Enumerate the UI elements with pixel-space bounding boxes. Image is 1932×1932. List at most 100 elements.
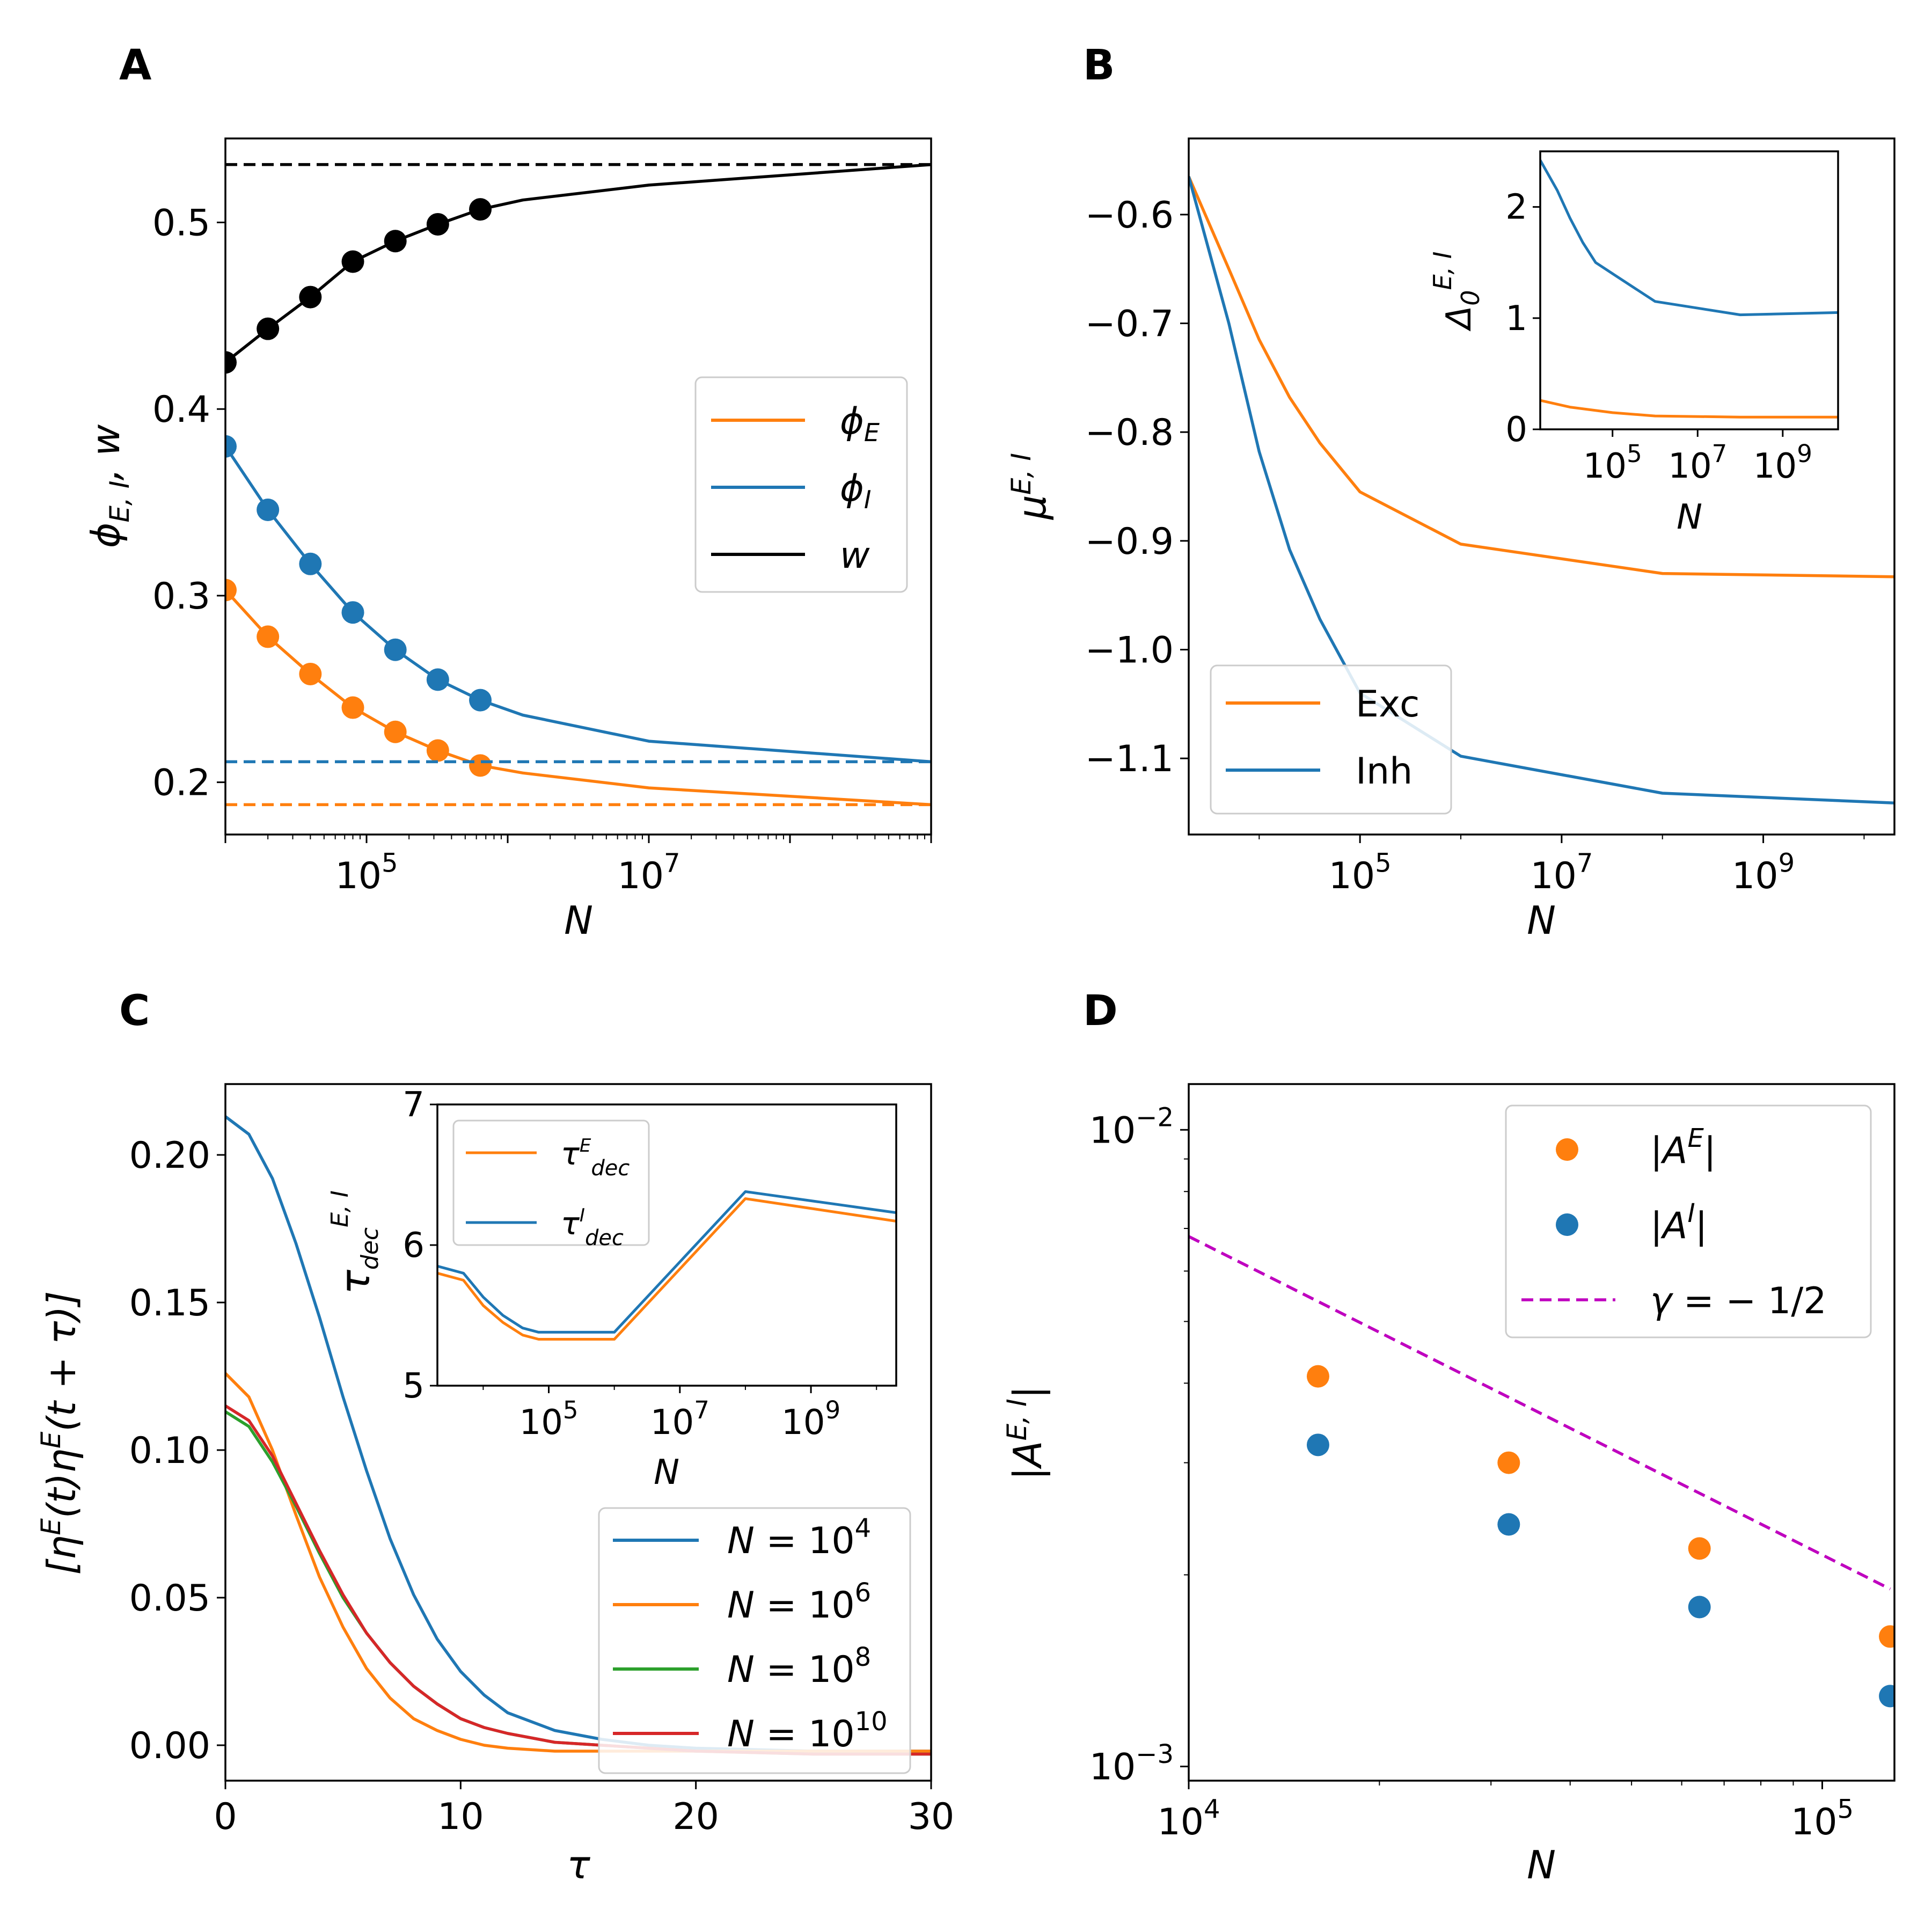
data-point (1306, 1365, 1329, 1388)
y-tick-label: 0.20 (129, 1135, 210, 1177)
data-point (384, 638, 407, 661)
x-tick-label: 105 (335, 848, 398, 897)
data-point (257, 317, 280, 340)
y-tick-label: 0.05 (129, 1577, 210, 1620)
data-point (257, 498, 280, 521)
y-tick-label: 0.5 (152, 202, 210, 244)
x-axis-label: N (1527, 1842, 1556, 1887)
x-tick-label: 105 (1329, 848, 1392, 897)
x-tick-label: 20 (672, 1796, 719, 1838)
legend-label: Exc (1356, 683, 1419, 726)
panel-label: D (1083, 987, 1118, 1035)
x-axis-label: N (564, 898, 593, 943)
y-tick-label: 0.4 (152, 389, 210, 431)
y-tick-label: 10−3 (1089, 1739, 1174, 1789)
inset-y-tick-label: 5 (402, 1366, 425, 1406)
y-axis-label: μE, I (1006, 453, 1055, 520)
x-axis-label: N (1527, 898, 1556, 943)
legend: |AE| |AI| γ = − 1/2 (1505, 1104, 1872, 1338)
reference-line (1189, 1235, 1891, 1591)
x-tick-label: 109 (1732, 848, 1795, 897)
x-tick-label: 107 (617, 848, 680, 897)
y-axis-label: |AE, I| (1001, 1386, 1051, 1480)
data-point (225, 579, 237, 602)
x-tick-label: 0 (214, 1796, 237, 1838)
inset-background (1540, 151, 1838, 429)
inset: 105 107 109 0 1 2 N Δ0E, I (1428, 150, 1839, 537)
series-line (225, 163, 931, 364)
axes-frame (1188, 1083, 1896, 1782)
inset-x-tick-label: 109 (781, 1396, 840, 1443)
legend-label: N = 104 (727, 1513, 871, 1562)
inset-frame (436, 1103, 897, 1387)
data-point (341, 250, 364, 273)
data-point (1497, 1451, 1520, 1474)
legend-marker (1556, 1213, 1578, 1236)
legend-box (1505, 1104, 1872, 1338)
series-line (225, 589, 931, 807)
y-tick-label: −0.7 (1085, 303, 1174, 346)
inset-x-tick-label: 109 (1753, 440, 1812, 486)
panel-c: C 0 10 20 30 0.00 0.05 0.10 0.15 0.20 τ [ηE(t)ηE(t … (35, 987, 954, 1887)
data-point (384, 230, 407, 253)
legend-box (598, 1507, 911, 1774)
x-axis-label: τ (567, 1842, 590, 1887)
inset-y-tick-label: 6 (402, 1226, 425, 1265)
legend-label: |AI| (1650, 1198, 1708, 1247)
data-point (257, 625, 280, 648)
panel-d: D 104 105 10−3 10−2 N |AE, I| |AE| |AI| γ = − 1/2 (1001, 987, 1896, 1887)
inset-x-tick-label: 107 (650, 1396, 709, 1443)
legend-label: N = 106 (727, 1578, 871, 1627)
legend-box (694, 376, 908, 593)
inset-x-axis-label: N (1677, 497, 1702, 537)
data-point (1497, 1513, 1520, 1536)
legend-label: γ = − 1/2 (1650, 1280, 1827, 1322)
inset-y-axis-label: τdecE, I (326, 1190, 384, 1294)
inset-frame (1539, 150, 1839, 430)
inset-x-tick-label: 107 (1668, 440, 1727, 486)
data-point (426, 213, 449, 236)
inset-x-axis-label: N (654, 1453, 679, 1492)
legend: N = 104 N = 106 N = 108 N = 1010 (598, 1507, 911, 1774)
plot-area (1540, 159, 1838, 419)
legend-label: N = 108 (727, 1642, 871, 1691)
panel-label: B (1083, 41, 1115, 90)
inset-series-line (1540, 159, 1838, 317)
legend-marker (1556, 1138, 1578, 1161)
y-tick-label: 0.2 (152, 762, 210, 804)
inset-y-axis-label: Δ0E, I (1428, 252, 1485, 332)
inset-legend-label: τEdec (561, 1135, 630, 1181)
inset-series-line (437, 1190, 896, 1334)
plot-area (1189, 1235, 1894, 1708)
data-point (426, 739, 449, 762)
inset-y-tick-label: 0 (1505, 410, 1527, 450)
data-point (299, 286, 322, 309)
inset-series-line (1540, 399, 1838, 419)
data-point (299, 662, 322, 685)
x-tick-label: 107 (1530, 848, 1593, 897)
x-tick-label: 104 (1157, 1794, 1220, 1843)
x-tick-label: 105 (1791, 1794, 1854, 1843)
inset-y-tick-label: 2 (1505, 188, 1527, 228)
plot-area (225, 163, 931, 807)
data-point (469, 689, 492, 712)
panel-label: C (119, 987, 150, 1035)
data-point (1306, 1433, 1329, 1457)
data-point (469, 198, 492, 221)
inset-legend-label: τIdec (561, 1205, 624, 1250)
data-point (299, 552, 322, 575)
y-tick-label: −1.0 (1085, 629, 1174, 671)
axes-frame (224, 137, 932, 836)
y-axis-label: ϕE, I, w (83, 425, 135, 548)
y-tick-label: 0.10 (129, 1430, 210, 1472)
data-point (426, 668, 449, 691)
legend: Exc Inh (1210, 664, 1452, 815)
data-point (469, 754, 492, 777)
panel-label: A (119, 41, 151, 90)
inset-x-tick-label: 105 (1583, 440, 1642, 486)
x-tick-label: 10 (437, 1796, 484, 1838)
legend-label: w (840, 535, 870, 577)
y-tick-label: −1.1 (1085, 738, 1174, 780)
data-point (1879, 1625, 1894, 1648)
